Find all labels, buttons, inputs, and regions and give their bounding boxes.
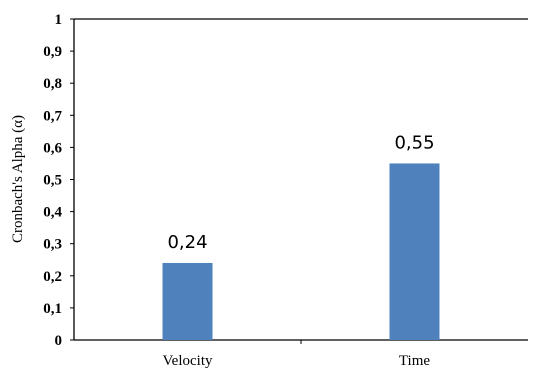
- y-tick-label: 0,1: [43, 301, 62, 317]
- y-tick-label: 0,5: [43, 173, 62, 189]
- y-tick-label: 0,2: [43, 269, 62, 285]
- y-tick-label: 0,7: [43, 108, 62, 124]
- y-tick-label: 0,6: [43, 140, 62, 156]
- y-tick-label: 0,9: [43, 44, 62, 60]
- data-label: 0,24: [167, 232, 207, 253]
- y-tick-label: 0: [55, 333, 63, 349]
- bar-velocity: [162, 262, 213, 340]
- y-tick-label: 1: [55, 12, 63, 28]
- plot-area: 0 0,1 0,2 0,3 0,4 0,5 0,6 0,7 0,8 0,9 1 0,24 Velocit…: [43, 12, 528, 369]
- data-label: 0,55: [394, 132, 434, 153]
- bar-time: [389, 163, 440, 340]
- x-category-label: Time: [399, 353, 430, 369]
- y-tick-label: 0,8: [43, 76, 62, 92]
- x-category-label: Velocity: [163, 353, 213, 369]
- y-axis-label: Cronbach's Alpha (α): [10, 115, 26, 243]
- y-tick-label: 0,3: [43, 237, 62, 253]
- y-tick-label: 0,4: [43, 205, 62, 221]
